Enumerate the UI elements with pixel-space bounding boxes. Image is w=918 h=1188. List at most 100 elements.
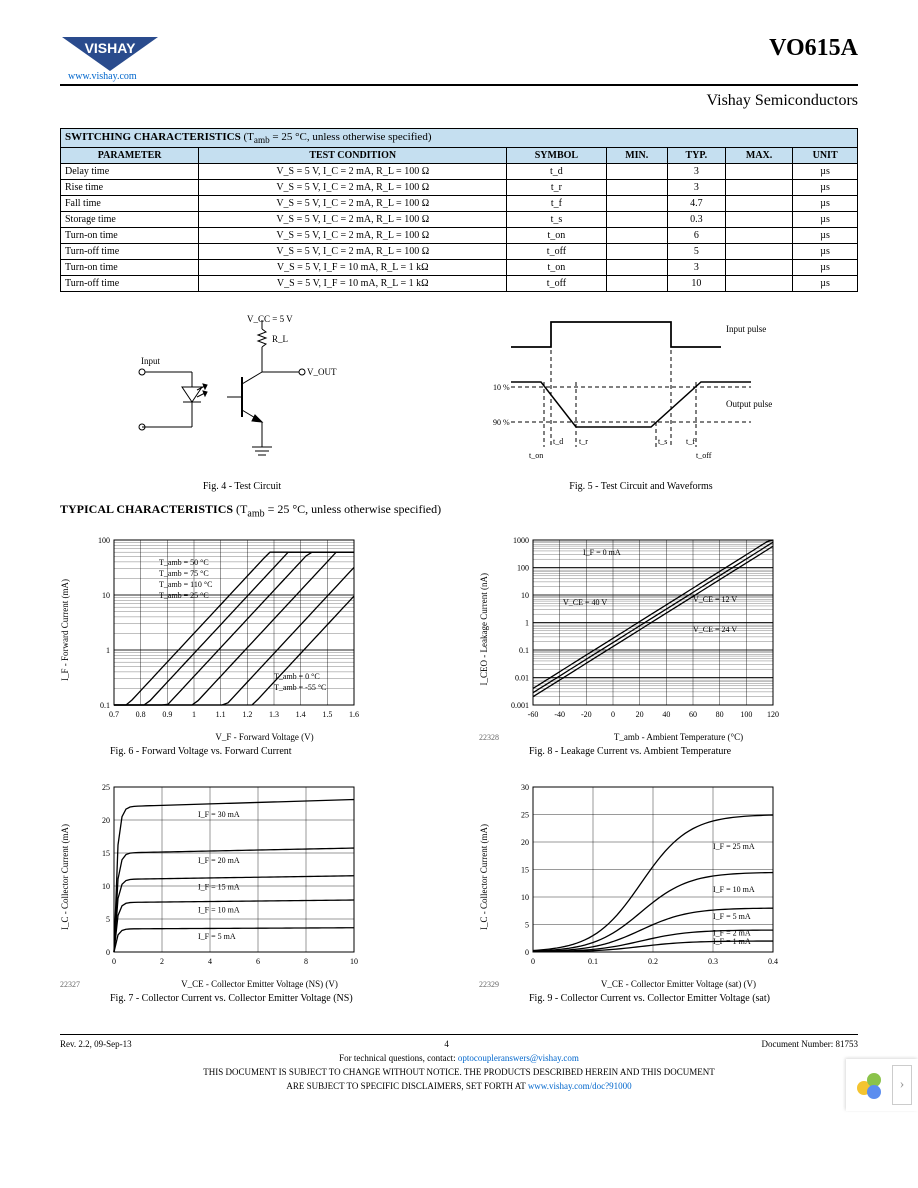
fig5-label-10pct: 10 % [493,383,510,392]
table-cell [606,180,667,196]
svg-text:100: 100 [98,536,110,545]
table-cell [606,212,667,228]
table-cell: µs [793,276,858,292]
table-cell [606,164,667,180]
svg-text:1: 1 [525,618,529,627]
table-cell: V_S = 5 V, I_F = 10 mA, R_L = 1 kΩ [199,276,507,292]
table-cell [606,228,667,244]
table-cell: Turn-on time [61,228,199,244]
svg-text:V_CE = 12 V: V_CE = 12 V [693,595,737,604]
table-row: Fall timeV_S = 5 V, I_C = 2 mA, R_L = 10… [61,196,858,212]
table-cell: Storage time [61,212,199,228]
svg-text:0: 0 [611,710,615,719]
svg-text:4: 4 [208,957,212,966]
table-cell: µs [793,244,858,260]
table-cell: µs [793,180,858,196]
svg-text:1: 1 [106,646,110,655]
fig8-xlabel: T_amb - Ambient Temperature (°C) [499,732,858,742]
svg-text:0: 0 [106,948,110,957]
svg-text:0.8: 0.8 [136,710,146,719]
svg-text:VISHAY: VISHAY [85,40,137,56]
svg-text:I_F = 1 mA: I_F = 1 mA [713,936,751,945]
fig6-chart: I_F - Forward Current (mA) 0.70.80.911.1… [60,530,439,757]
table-cell [725,228,792,244]
svg-text:0: 0 [525,948,529,957]
svg-text:I_F = 2 mA: I_F = 2 mA [713,928,751,937]
page-header: VISHAY www.vishay.com VO615A [60,35,858,86]
svg-text:0: 0 [531,957,535,966]
svg-text:25: 25 [521,810,529,819]
table-cell: µs [793,228,858,244]
table-cell [606,244,667,260]
fig7-chartnum: 22327 [60,980,80,989]
svg-text:20: 20 [636,710,644,719]
svg-text:6: 6 [256,957,260,966]
fig4-label-input: Input [141,356,160,366]
table-cell: t_r [507,180,607,196]
fig7-caption: Fig. 7 - Collector Current vs. Collector… [110,993,439,1004]
table-cell [725,260,792,276]
footer-email-link[interactable]: optocoupleranswers@vishay.com [458,1053,579,1063]
table-cell: 6 [667,228,725,244]
fig7-chart: I_C - Collector Current (mA) 02468100510… [60,777,439,1004]
next-page-button[interactable]: › [892,1065,912,1105]
table-cell: 5 [667,244,725,260]
fig9-ylabel: I_C - Collector Current (mA) [479,824,489,930]
fig4-caption: Fig. 4 - Test Circuit [127,481,357,492]
fig8-chart: I_CEO - Leakage Current (nA) -60-40-2002… [479,530,858,757]
table-cell: µs [793,164,858,180]
table-cell: t_on [507,228,607,244]
svg-text:0.1: 0.1 [588,957,598,966]
svg-text:1.3: 1.3 [269,710,279,719]
svg-text:T_amb = 75 °C: T_amb = 75 °C [159,569,209,578]
table-cell: 3 [667,180,725,196]
svg-text:I_F = 30 mA: I_F = 30 mA [198,809,240,818]
fig6-xlabel: V_F - Forward Voltage (V) [90,732,439,742]
table-cell: 3 [667,260,725,276]
svg-text:1: 1 [192,710,196,719]
switching-characteristics-table: SWITCHING CHARACTERISTICS (Tamb = 25 °C,… [60,128,858,292]
svg-text:1.6: 1.6 [349,710,359,719]
logo-area: VISHAY www.vishay.com [60,35,170,82]
website-link[interactable]: www.vishay.com [68,71,170,82]
table-row: Turn-off timeV_S = 5 V, I_C = 2 mA, R_L … [61,244,858,260]
table-cell: Turn-off time [61,244,199,260]
fig6-ylabel: I_F - Forward Current (mA) [60,579,70,681]
svg-text:0.1: 0.1 [100,701,110,710]
svg-text:1.5: 1.5 [322,710,332,719]
svg-text:V_CE = 40 V: V_CE = 40 V [563,598,607,607]
svg-text:0.1: 0.1 [519,646,529,655]
table-cell: V_S = 5 V, I_C = 2 mA, R_L = 100 Ω [199,164,507,180]
fig9-chartnum: 22329 [479,980,499,989]
svg-text:-40: -40 [554,710,565,719]
svg-text:-60: -60 [528,710,539,719]
svg-text:15: 15 [521,865,529,874]
viewer-logo-icon [852,1068,886,1102]
svg-text:30: 30 [521,783,529,792]
table-cell [725,244,792,260]
fig5-label-toff: t_off [696,451,712,460]
svg-text:-20: -20 [581,710,592,719]
fig9-caption: Fig. 9 - Collector Current vs. Collector… [529,993,858,1004]
svg-text:T_amb = 0 °C: T_amb = 0 °C [274,672,320,681]
svg-text:T_amb = 50 °C: T_amb = 50 °C [159,558,209,567]
svg-text:15: 15 [102,849,110,858]
table-cell: Rise time [61,180,199,196]
svg-text:0.001: 0.001 [511,701,529,710]
svg-text:I_F = 0 mA: I_F = 0 mA [583,548,621,557]
fig5-waveforms: Input pulse Output pulse 10 % 90 % t_on … [491,312,791,492]
svg-text:5: 5 [525,920,529,929]
part-number: VO615A [769,35,858,62]
table-row: Turn-off timeV_S = 5 V, I_F = 10 mA, R_L… [61,276,858,292]
table-cell: t_d [507,164,607,180]
fig5-label-td: t_d [553,437,563,446]
table-cell [606,196,667,212]
table-cell: 3 [667,164,725,180]
svg-text:5: 5 [106,915,110,924]
typical-characteristics-header: TYPICAL CHARACTERISTICS (Tamb = 25 °C, u… [60,502,858,519]
table-cell: t_off [507,276,607,292]
table-header-cell: PARAMETER [61,148,199,164]
svg-text:I_F = 15 mA: I_F = 15 mA [198,882,240,891]
vishay-logo: VISHAY [60,35,170,73]
footer-disclaimer-link[interactable]: www.vishay.com/doc?91000 [528,1081,632,1091]
